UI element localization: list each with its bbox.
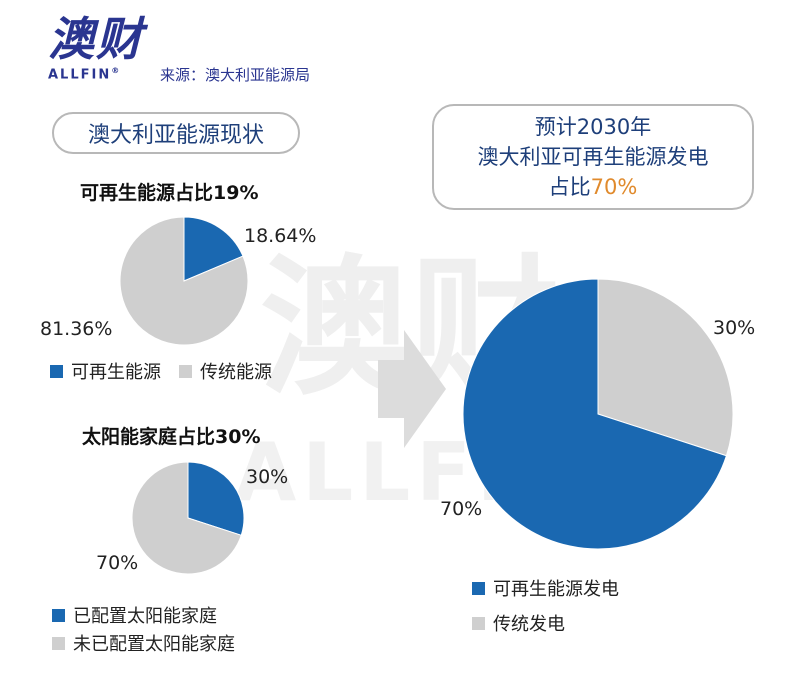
pie1-slice-2 [119,216,249,346]
pie2-slice-1 [187,461,245,536]
logo-cn: 澳财 [48,12,144,66]
pie1-slice-1 [183,216,244,282]
pie2-label-nonsolar: 70% [96,552,139,574]
forecast-box: 预计2030年 澳大利亚可再生能源发电 占比70% [432,104,754,210]
legend-swatch-blue [472,581,485,595]
pie1-label-renewable: 18.64% [244,225,317,247]
pie1-legend: 可再生能源 传统能源 [50,358,272,384]
pie1-chart [119,216,249,346]
pie2-chart [131,461,245,575]
pie2-legend-item-1: 已配置太阳能家庭 [52,602,217,628]
pie2-legend-nonsolar: 未已配置太阳能家庭 [73,634,235,655]
status-heading: 澳大利亚能源现状 [52,112,300,154]
pie2-legend-item-2: 未已配置太阳能家庭 [52,630,235,656]
pie2-label-solar: 30% [246,466,289,488]
legend-swatch-grey [179,364,192,378]
forecast-line1: 预计2030年 [534,115,652,139]
pie1-label-traditional: 81.36% [40,318,113,340]
forecast-line3-value: 70% [590,175,638,199]
pie1-legend-renewable: 可再生能源 [71,362,161,383]
legend-swatch-grey [472,616,485,630]
logo-registered-mark: ® [111,66,122,75]
pie2-title: 太阳能家庭占比30% [82,426,261,448]
source-note: 来源：澳大利亚能源局 [160,66,311,84]
pie3-slice-renewable [462,278,728,550]
pie3-chart [462,278,734,550]
pie3-legend-traditional: 传统发电 [493,614,565,635]
pie3-legend-item-2: 传统发电 [472,610,565,636]
legend-swatch-blue [50,364,63,378]
pie2-slice-2 [131,461,242,575]
pie3-slice-traditional [597,278,734,457]
logo: 澳财 ALLFIN® [48,16,144,82]
pie3-legend-item-1: 可再生能源发电 [472,575,619,601]
pie3-label-traditional: 30% [713,317,756,339]
pie3-legend-renewable: 可再生能源发电 [493,579,619,600]
pie1-legend-traditional: 传统能源 [200,362,272,383]
legend-swatch-blue [52,608,65,622]
arrow-icon [378,330,446,448]
pie1-title: 可再生能源占比19% [80,182,259,204]
pie3-label-renewable: 70% [440,498,483,520]
logo-en: ALLFIN [48,67,112,83]
forecast-line3-prefix: 占比 [548,175,591,199]
pie2-legend-solar: 已配置太阳能家庭 [73,606,217,627]
legend-swatch-grey [52,636,65,650]
forecast-line2: 澳大利亚可再生能源发电 [477,145,709,169]
